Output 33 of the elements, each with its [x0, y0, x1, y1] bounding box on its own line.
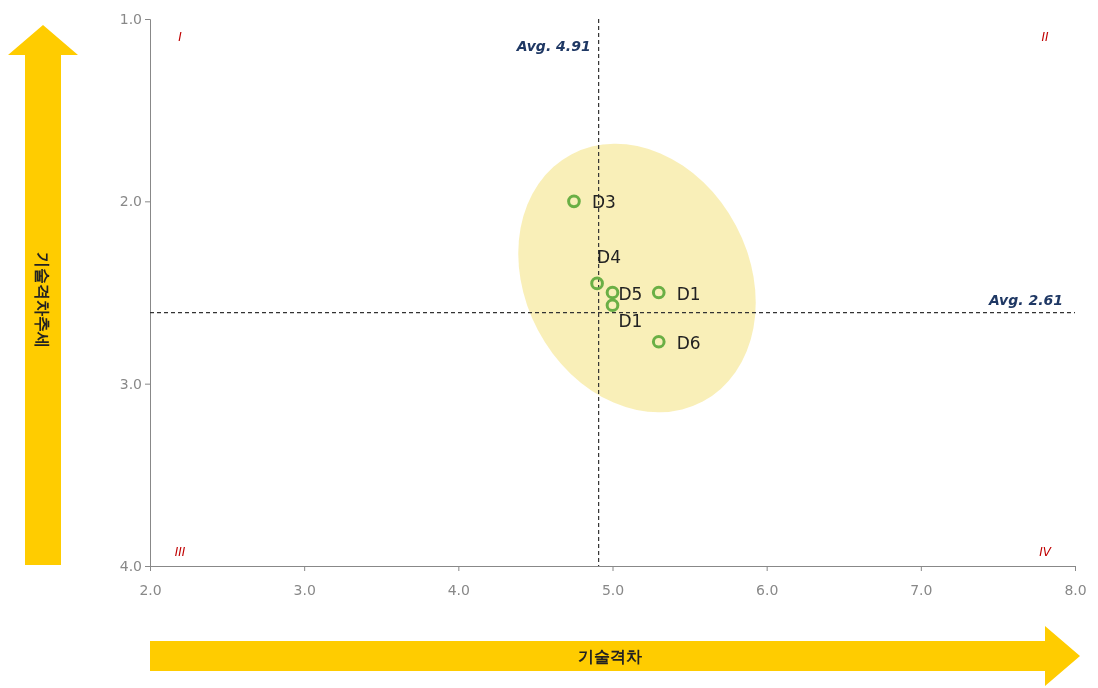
y-tick-label: 2.0: [119, 193, 142, 210]
point: [651, 285, 666, 300]
y-axis-title: 기술격차추세: [33, 252, 53, 348]
annotation: III: [174, 545, 186, 559]
arrow: 기술격차추세: [8, 25, 78, 565]
annotation: I: [178, 30, 183, 44]
x-tick-label: 8.0: [1064, 582, 1087, 598]
annotation: II: [1041, 30, 1049, 44]
ref-line-label: Avg. 2.61: [988, 291, 1063, 308]
annotation: D5: [618, 283, 643, 304]
y-tick-label: 1.0: [119, 10, 142, 27]
x-tick-label: 3.0: [293, 582, 316, 598]
arrow: 기술격차: [150, 626, 1080, 686]
annotation: D1: [618, 311, 643, 332]
annotation: IV: [1039, 545, 1052, 559]
point: [567, 194, 581, 209]
annotation: D1: [676, 283, 701, 304]
ref-line-label: Avg. 4.91: [515, 38, 591, 54]
x-tick-label: 4.0: [447, 582, 470, 598]
point: [605, 285, 620, 300]
x-tick-label: 5.0: [601, 582, 625, 598]
x-tick-label: 7.0: [910, 582, 933, 598]
point: [590, 276, 604, 291]
point: [605, 298, 620, 313]
y-tick-label: 4.0: [119, 557, 142, 574]
x-tick-label: 2.0: [139, 582, 162, 598]
x-axis-title: 기술격차: [578, 646, 642, 666]
point: [651, 334, 666, 349]
x-tick-label: 6.0: [756, 582, 779, 598]
y-tick-label: 3.0: [119, 375, 142, 392]
annotation: D4: [597, 247, 621, 268]
annotation: D6: [676, 332, 701, 353]
annotation: D3: [591, 192, 616, 213]
